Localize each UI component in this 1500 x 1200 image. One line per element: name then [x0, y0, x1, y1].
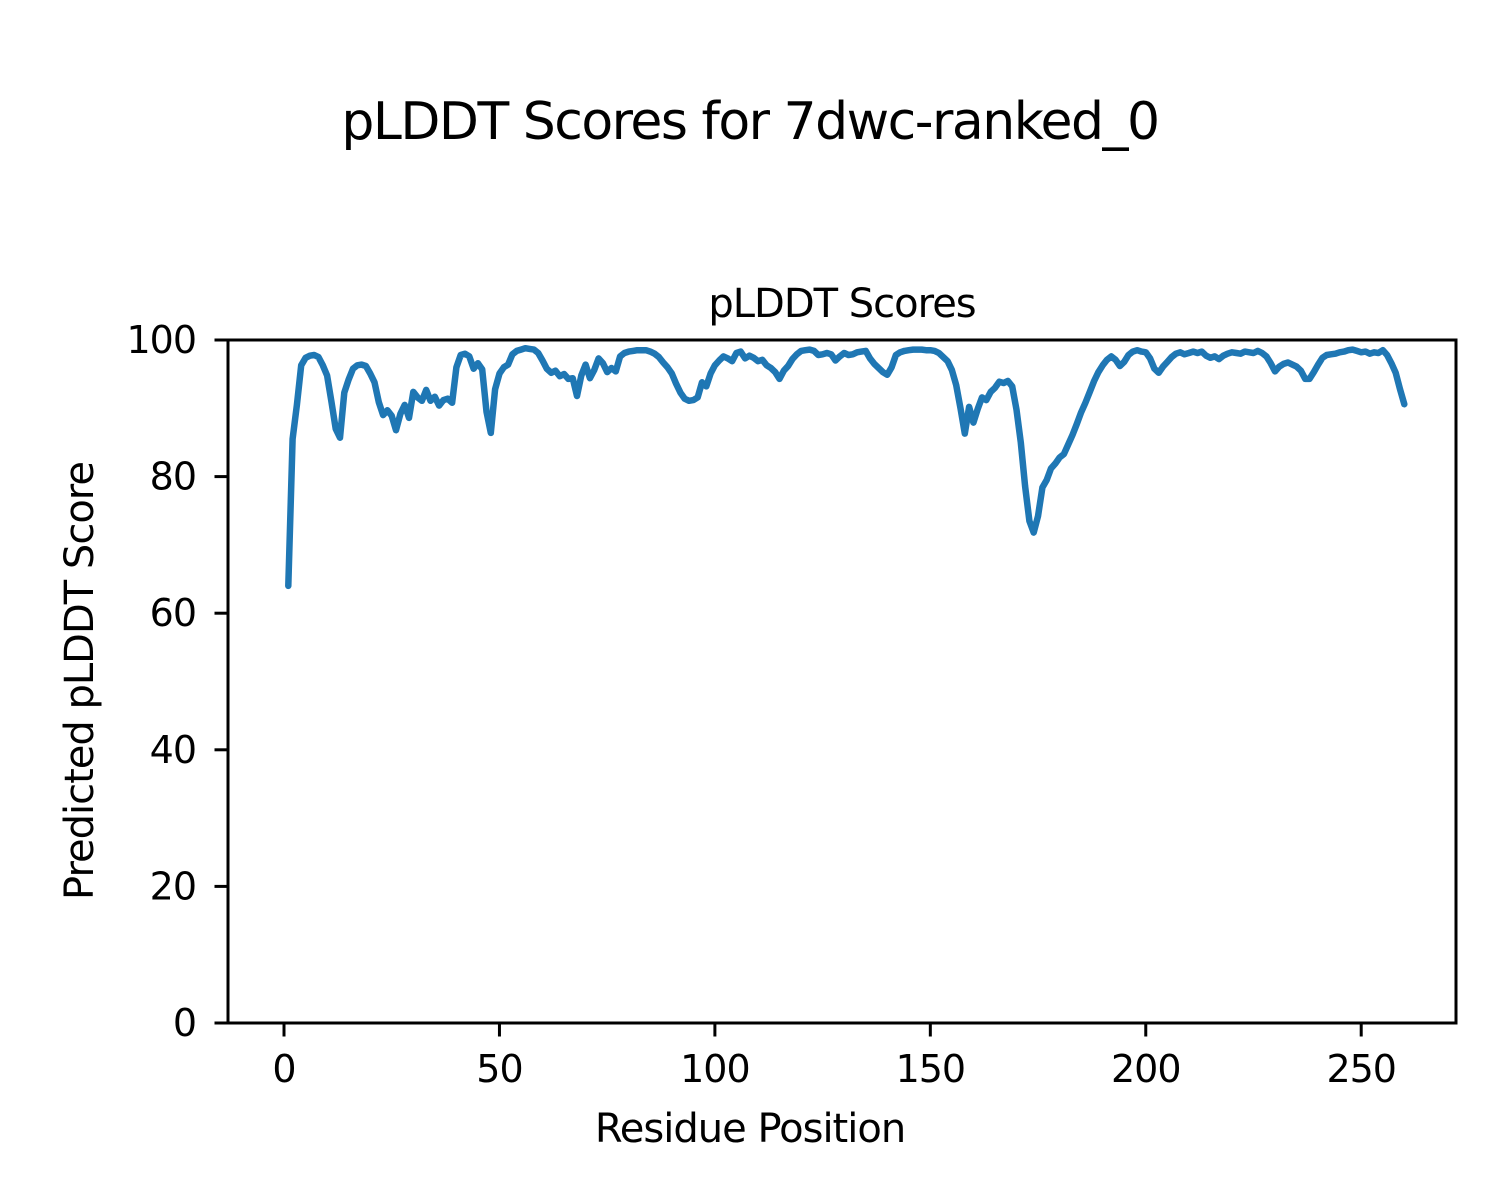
- axes-title: pLDDT Scores: [708, 281, 976, 327]
- x-tick-label: 0: [272, 1047, 295, 1091]
- y-tick-label: 40: [150, 728, 196, 772]
- figure-title: pLDDT Scores for 7dwc-ranked_0: [341, 92, 1160, 152]
- x-tick-label: 50: [476, 1047, 522, 1091]
- y-axis-label: Predicted pLDDT Score: [57, 462, 103, 900]
- x-tick-label: 250: [1326, 1047, 1396, 1091]
- axes-frame: [226, 338, 1458, 1025]
- x-axis-label: Residue Position: [594, 1106, 906, 1152]
- y-tick-label: 0: [173, 1001, 196, 1045]
- x-tick-label: 150: [896, 1047, 966, 1091]
- y-tick-label: 80: [150, 455, 196, 499]
- data-line: [285, 344, 1408, 590]
- y-tick-label: 100: [126, 318, 196, 362]
- y-tick-label: 60: [150, 591, 196, 635]
- y-tick-label: 20: [150, 864, 196, 908]
- x-tick-label: 200: [1111, 1047, 1181, 1091]
- x-tick-label: 100: [680, 1047, 750, 1091]
